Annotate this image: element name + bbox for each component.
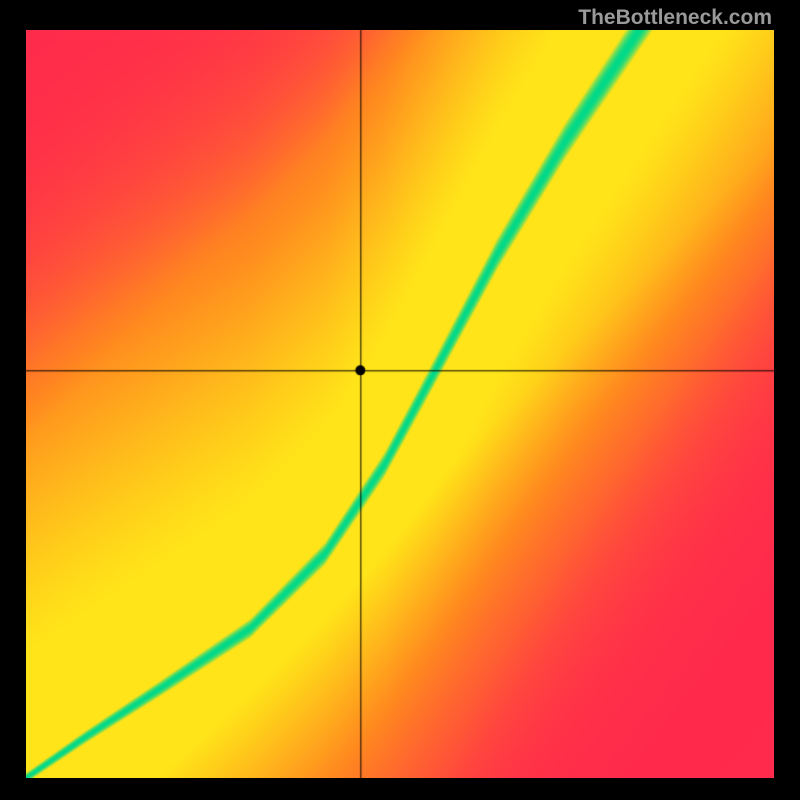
watermark-text: TheBottleneck.com — [578, 6, 772, 30]
heatmap-canvas — [26, 30, 774, 778]
chart-container: TheBottleneck.com — [0, 0, 800, 800]
plot-area — [26, 30, 774, 778]
